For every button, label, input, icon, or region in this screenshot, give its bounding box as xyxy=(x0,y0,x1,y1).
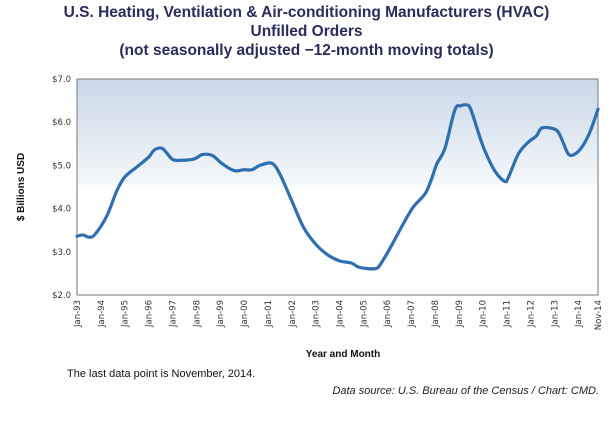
title-line-1: U.S. Heating, Ventilation & Air-conditio… xyxy=(63,4,550,21)
y-tick-label: $7.0 xyxy=(52,75,71,85)
x-tick-label: Jan-08 xyxy=(431,300,441,328)
y-tick-label: $6.0 xyxy=(52,118,71,128)
x-tick-label: Jan-00 xyxy=(240,300,250,328)
x-tick-label: Jan-07 xyxy=(407,300,417,328)
x-tick-label: Jan-98 xyxy=(192,300,202,328)
x-tick-label: Jan-96 xyxy=(145,300,155,328)
x-tick-label: Jan-05 xyxy=(359,300,369,328)
last-data-note: The last data point is November, 2014. xyxy=(67,368,256,380)
data-source: Data source: U.S. Bureau of the Census /… xyxy=(332,385,599,397)
x-tick-label: Jan-09 xyxy=(455,300,465,328)
y-tick-label: $4.0 xyxy=(52,205,71,215)
y-axis-label: $ Billions USD xyxy=(16,153,27,221)
x-tick-label: Jan-10 xyxy=(479,300,489,328)
x-tick-label: Jan-97 xyxy=(168,300,178,328)
x-tick-label: Jan-03 xyxy=(312,300,322,328)
title-line-3: (not seasonally adjusted −12-month movin… xyxy=(119,42,494,59)
x-tick-label: Jan-04 xyxy=(335,300,345,328)
x-tick-label: Jan-93 xyxy=(73,300,83,328)
x-tick-label: Jan-95 xyxy=(121,300,131,328)
x-tick-label: Jan-01 xyxy=(264,300,274,328)
x-axis-label: Year and Month xyxy=(306,349,380,360)
plot-area xyxy=(76,78,599,296)
x-tick-label: Nov-14 xyxy=(594,300,604,330)
x-tick-label: Jan-13 xyxy=(550,300,560,328)
chart-title: U.S. Heating, Ventilation & Air-conditio… xyxy=(0,3,613,60)
y-tick-label: $3.0 xyxy=(52,248,71,258)
x-tick-label: Jan-06 xyxy=(383,300,393,328)
x-tick-label: Jan-11 xyxy=(503,300,513,328)
y-tick-label: $5.0 xyxy=(52,161,71,171)
x-tick-label: Jan-14 xyxy=(574,300,584,328)
y-tick-label: $2.0 xyxy=(52,291,71,301)
title-line-2: Unfilled Orders xyxy=(250,23,363,40)
x-tick-label: Jan-02 xyxy=(288,300,298,328)
x-tick-label: Jan-12 xyxy=(526,300,536,328)
x-tick-label: Jan-94 xyxy=(97,300,107,328)
x-tick-label: Jan-99 xyxy=(216,300,226,328)
